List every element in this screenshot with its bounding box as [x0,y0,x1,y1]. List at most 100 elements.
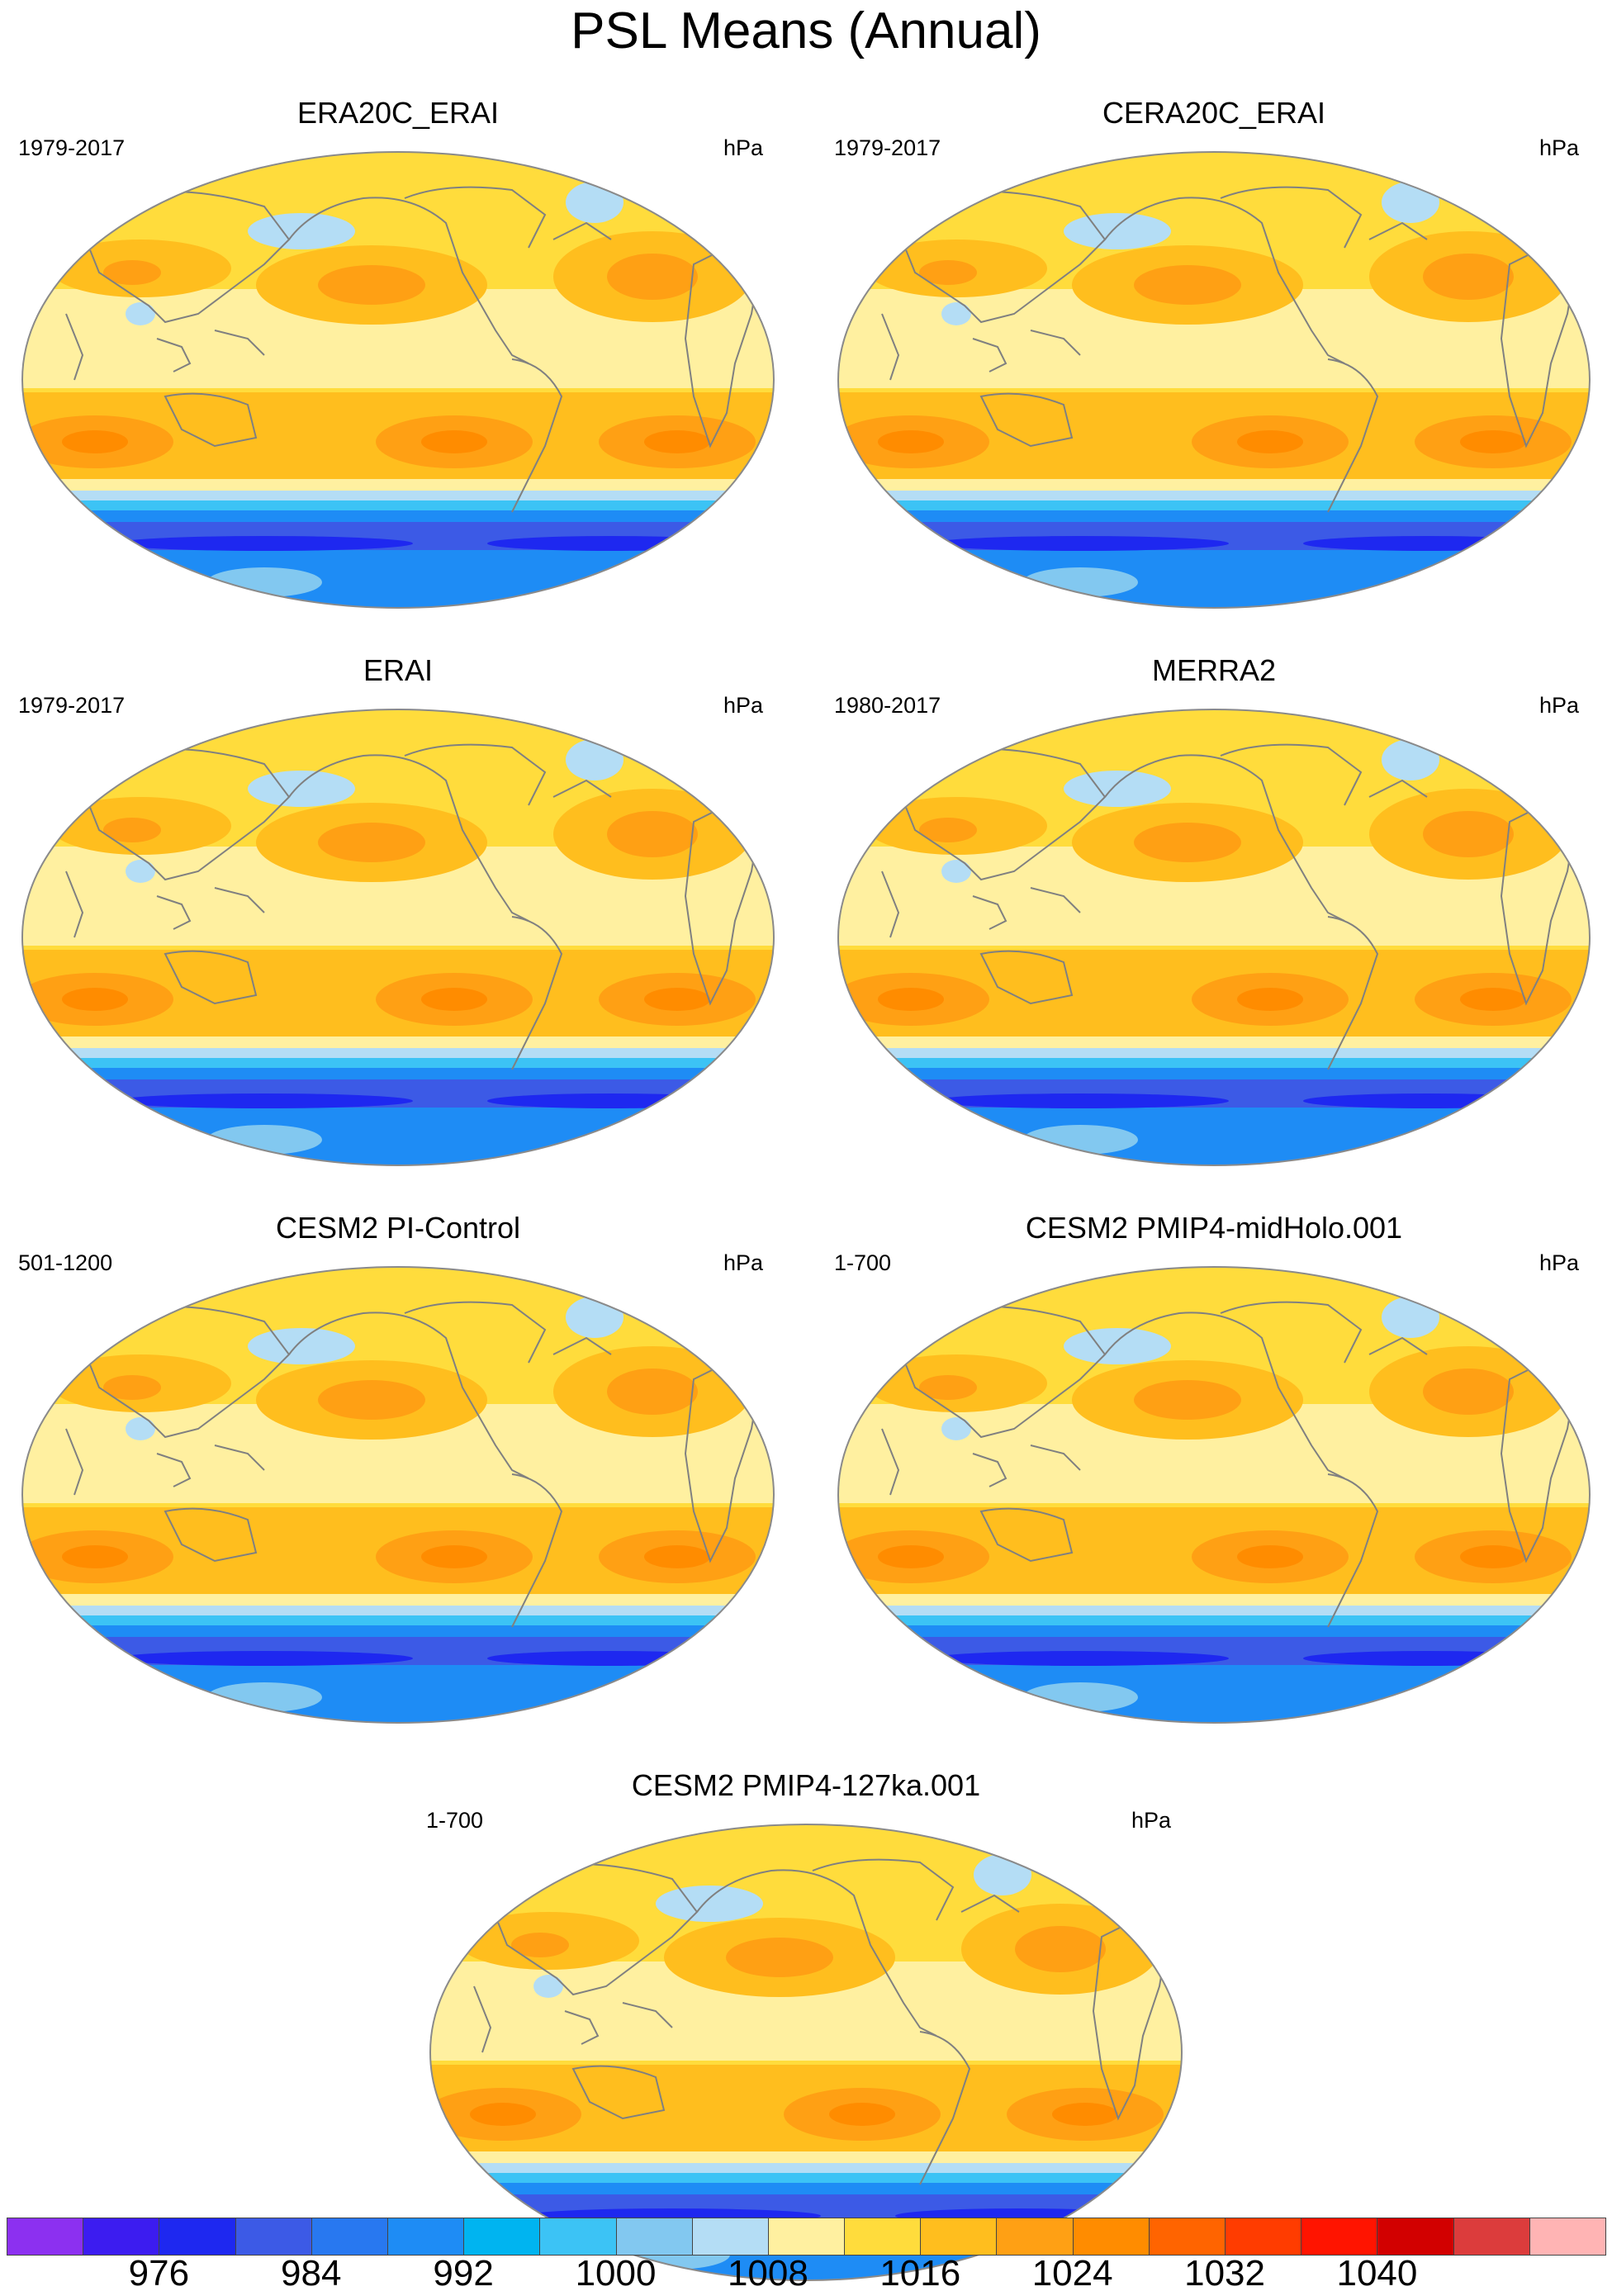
low-circumpolar-west [932,1093,1229,1108]
low-circumpolar-east [487,1093,735,1108]
low-asian-monsoon [533,1975,563,1998]
band-southern-transition-1 [838,1594,1590,1606]
low-circumpolar-east [487,536,735,551]
colorbar-box [1529,2218,1606,2256]
colorbar-box [920,2218,998,2256]
coastline-5 [564,2010,600,2045]
colorbar-tick-label: 1032 [1184,2253,1265,2294]
coastline-5 [156,1453,192,1487]
band-southern-transition-2 [838,491,1590,500]
high-south-indian-core [878,1545,944,1568]
panel-title: CESM2 PMIP4-127ka.001 [631,1768,981,1802]
map-panel: CERA20C_ERAI 1979-2017 hPa [832,95,1595,624]
colorbar-tick-label: 992 [433,2253,494,2294]
high-south-indian-core [878,988,944,1011]
low-icelandic [974,1854,1031,1895]
coastline-2 [404,1301,547,1364]
high-siberia-core [511,1933,569,1957]
coastline-6 [1030,887,1081,913]
high-north-atlantic-core [1423,1369,1514,1415]
band-southern-transition-2 [22,1606,774,1615]
colorbar-box [83,2218,160,2256]
high-north-atlantic-core [607,1369,698,1415]
map-panel: MERRA2 1980-2017 hPa [832,652,1595,1181]
low-asian-monsoon [941,302,971,325]
coastline-7 [979,392,1074,448]
panel-units: hPa [723,1250,763,1275]
coastline-9 [473,1985,492,2053]
low-aleutian [248,771,355,807]
panel-period: 1979-2017 [18,693,126,718]
colorbar-box [1301,2218,1378,2256]
map-panel: CESM2 PMIP4-midHolo.001 1-700 hPa [832,1210,1595,1739]
psl-map [21,151,775,609]
coastline-3 [1368,1336,1428,1355]
high-south-pacific-core [829,2103,895,2126]
coastline-1 [1327,1473,1379,1628]
coastline-2 [1220,743,1363,806]
panel-period: 1980-2017 [834,693,941,718]
coastline-7 [571,2065,666,2120]
high-siberia-core [103,1375,161,1400]
low-icelandic [1382,182,1439,223]
coastline-9 [881,870,900,938]
colorbar-tick-label: 1000 [575,2253,657,2294]
high-south-atlantic-core [1460,988,1526,1011]
band-southern-transition-1 [838,479,1590,491]
coastline-5 [156,895,192,930]
coastline-3 [1368,779,1428,798]
high-siberia-core [919,818,977,842]
band-southern-transition-1 [22,479,774,491]
colorbar-box [615,2218,693,2256]
map-border [837,151,1591,609]
map-panel: ERA20C_ERAI 1979-2017 hPa [17,95,780,624]
colorbar-box [1453,2218,1530,2256]
coastline-2 [1220,1301,1363,1364]
high-north-pacific-core [318,823,425,862]
low-asian-monsoon [941,1417,971,1440]
low-circumpolar-west [932,1651,1229,1666]
map-border [21,151,775,609]
high-north-atlantic-core [607,254,698,300]
map-panel: ERAI 1979-2017 hPa [17,652,780,1181]
colorbar-tick-label: 1008 [727,2253,808,2294]
low-aleutian [248,213,355,249]
colorbar-box [311,2218,388,2256]
map-border [21,709,775,1166]
colorbar-box [7,2218,84,2256]
band-antarctic [22,1108,774,1165]
coastline-5 [972,895,1007,930]
colorbar-box [539,2218,617,2256]
colorbar-tick-label: 1016 [879,2253,961,2294]
low-circumpolar-east [1303,1093,1551,1108]
low-aleutian [248,1328,355,1364]
band-southern-transition-2 [430,2163,1182,2173]
band-southern-transition-1 [430,2151,1182,2163]
colorbar-box [463,2218,541,2256]
map-border [21,1266,775,1724]
coastline-0 [1104,197,1345,364]
high-south-indian-core [878,430,944,453]
high-south-atlantic-core [644,988,710,1011]
psl-map [21,1266,775,1724]
high-south-atlantic-core [1460,1545,1526,1568]
colorbar-box [386,2218,465,2256]
high-south-atlantic-core [1460,430,1526,453]
main-title: PSL Means (Annual) [571,2,1041,59]
colorbar-box [767,2218,846,2256]
colorbar-box [235,2218,312,2256]
low-circumpolar-east [1303,1651,1551,1666]
panel-units: hPa [723,135,763,160]
panel-title: CERA20C_ERAI [1102,96,1326,130]
coastline-6 [1030,330,1081,356]
low-aleutian [1064,771,1171,807]
low-aleutian [1064,1328,1171,1364]
coastline-9 [65,1428,84,1496]
coastline-2 [404,186,547,249]
low-circumpolar-west [932,536,1229,551]
colorbar-tick-label: 1040 [1336,2253,1418,2294]
low-asian-monsoon [126,1417,155,1440]
high-south-indian-core [470,2103,536,2126]
coastline-1 [1327,358,1379,513]
high-south-atlantic-core [644,1545,710,1568]
